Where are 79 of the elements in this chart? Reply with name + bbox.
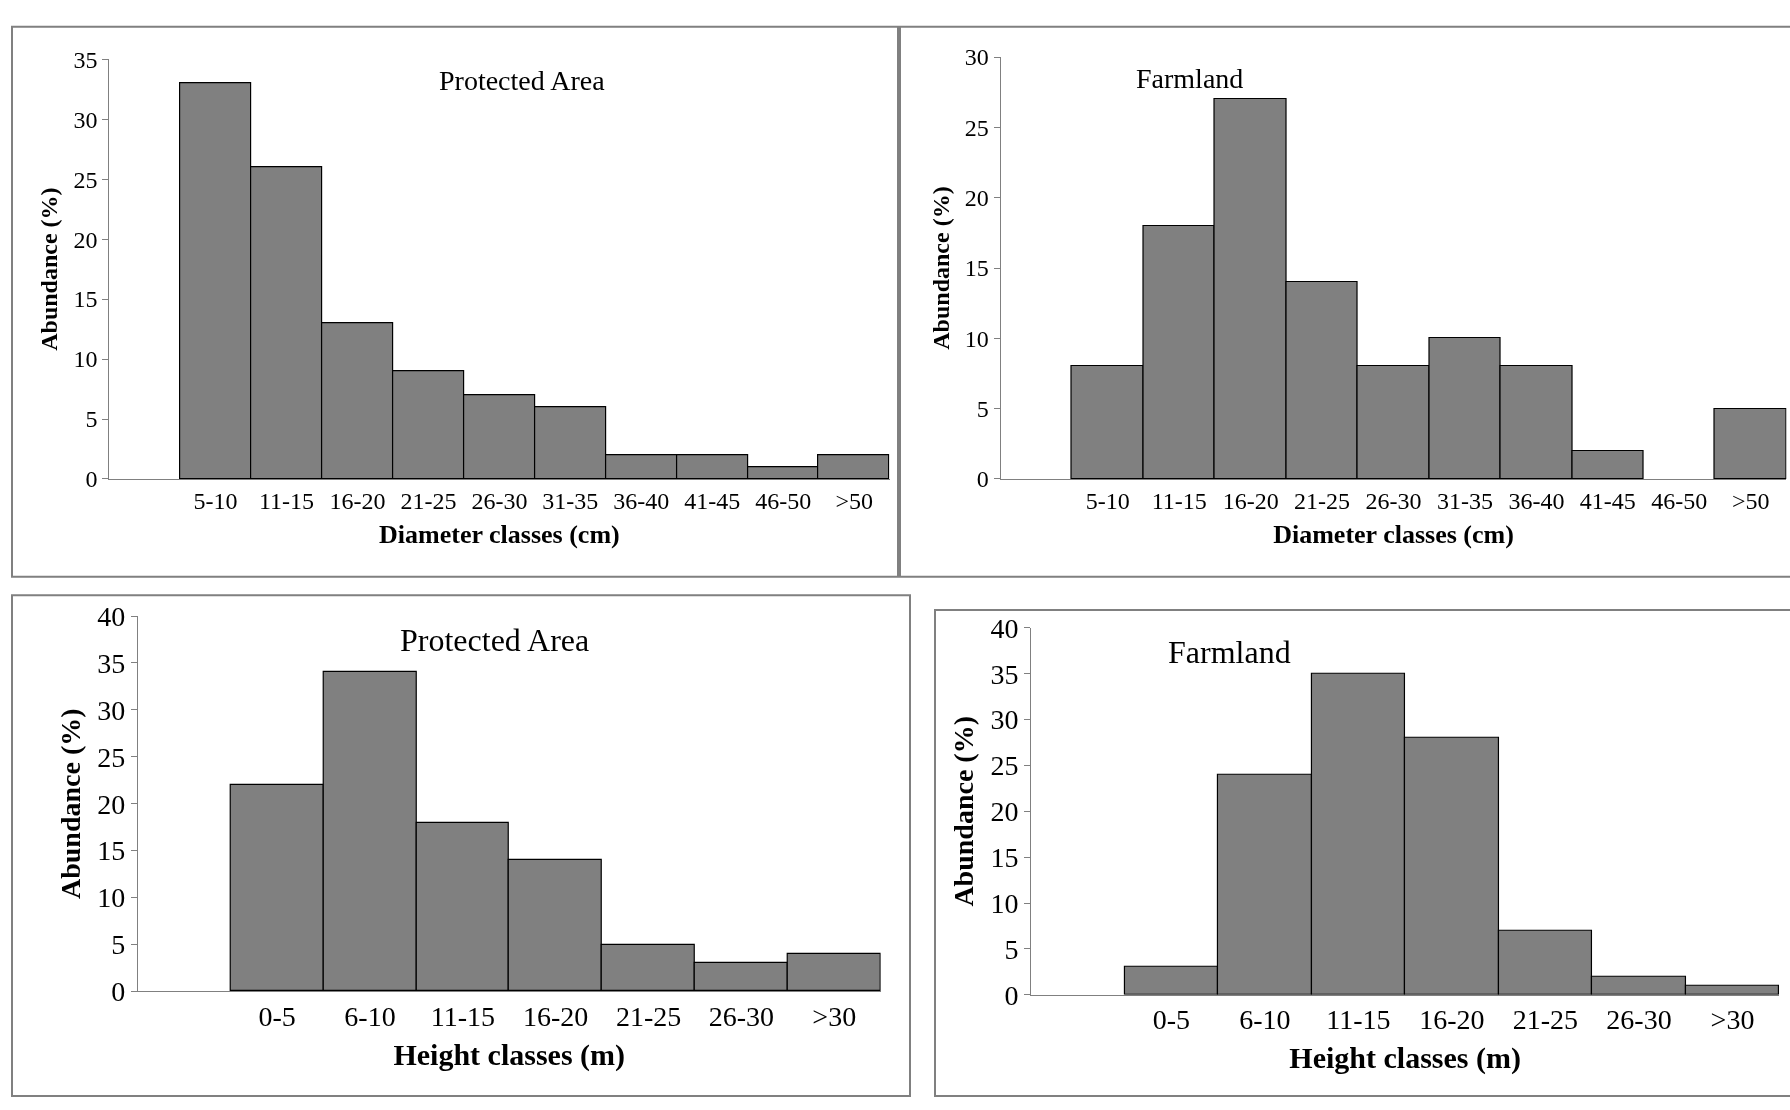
- chart-title: Farmland: [1136, 63, 1244, 94]
- y-tick-label: 35: [97, 647, 126, 679]
- y-axis-title: Abundance (%): [54, 708, 86, 900]
- y-axis-title: Abundance (%): [36, 187, 63, 351]
- y-tick-label: 5: [85, 406, 98, 433]
- x-tick-label: >30: [1710, 1004, 1755, 1036]
- x-tick-label: 21-25: [1512, 1004, 1579, 1036]
- x-tick-label: 41-45: [1579, 487, 1636, 514]
- y-tick-label: 35: [73, 46, 98, 73]
- y-tick-label: 5: [111, 929, 126, 961]
- y-tick-label: 0: [976, 466, 989, 493]
- y-tick-label: 30: [97, 694, 126, 726]
- x-tick-label: 11-15: [259, 487, 315, 514]
- y-axis-title: Abundance (%): [927, 186, 954, 350]
- x-tick-label: 36-40: [1508, 487, 1565, 514]
- x-tick-label: 6-10: [1239, 1004, 1291, 1036]
- x-axis-title: Diameter classes (cm): [1273, 520, 1514, 550]
- y-tick-label: 25: [990, 750, 1019, 782]
- y-tick-label: 10: [97, 882, 126, 914]
- y-tick-label: 30: [964, 44, 989, 71]
- x-tick-label: 46-50: [755, 487, 812, 514]
- x-tick-label: 16-20: [1419, 1004, 1485, 1036]
- y-tick-label: 10: [964, 325, 989, 352]
- x-axis-title: Height classes (m): [393, 1037, 626, 1072]
- y-tick-label: 30: [73, 106, 98, 133]
- y-tick-label: 30: [990, 704, 1019, 736]
- x-tick-label: 5-10: [1085, 487, 1130, 514]
- y-tick-label: 25: [97, 741, 126, 773]
- y-tick-label: 40: [97, 600, 126, 632]
- x-tick-label: >50: [1731, 487, 1770, 514]
- y-tick-label: 0: [85, 466, 98, 493]
- x-tick-label: 21-25: [400, 487, 457, 514]
- y-axis-title: Abundance (%): [948, 716, 980, 907]
- chart-title: Protected Area: [439, 65, 606, 96]
- x-tick-label: 46-50: [1651, 487, 1708, 514]
- y-tick-label: 20: [990, 796, 1019, 828]
- x-tick-label: 26-30: [471, 487, 528, 514]
- y-tick-label: 5: [1004, 933, 1019, 965]
- y-tick-label: 20: [964, 185, 989, 212]
- y-tick-label: 10: [73, 346, 98, 373]
- x-tick-label: 5-10: [193, 487, 238, 514]
- y-tick-label: 40: [990, 612, 1019, 644]
- y-tick-label: 10: [990, 887, 1019, 919]
- x-tick-label: 26-30: [708, 1001, 775, 1033]
- x-tick-label: 16-20: [329, 487, 386, 514]
- x-tick-label: 41-45: [684, 487, 741, 514]
- y-tick-label: 15: [73, 286, 98, 313]
- y-tick-label: 15: [964, 255, 989, 282]
- y-tick-label: 0: [1004, 979, 1019, 1011]
- y-tick-label: 20: [73, 226, 98, 253]
- x-tick-label: 11-15: [1151, 487, 1207, 514]
- x-tick-label: 31-35: [1436, 487, 1493, 514]
- y-tick-label: 20: [97, 788, 126, 820]
- chart-title: Farmland: [1168, 634, 1291, 670]
- x-tick-label: >30: [812, 1001, 857, 1033]
- y-tick-label: 35: [990, 658, 1019, 690]
- x-tick-label: 26-30: [1606, 1004, 1672, 1036]
- x-axis-title: Height classes (m): [1289, 1040, 1521, 1075]
- x-axis-title: Diameter classes (cm): [379, 520, 620, 550]
- x-tick-label: 0-5: [258, 1001, 296, 1033]
- y-tick-label: 0: [111, 976, 126, 1008]
- x-tick-label: 16-20: [523, 1001, 589, 1033]
- x-tick-label: 0-5: [1152, 1004, 1190, 1036]
- y-tick-label: 5: [976, 396, 989, 423]
- y-tick-label: 15: [97, 835, 126, 867]
- x-tick-label: 11-15: [1326, 1004, 1391, 1036]
- x-tick-label: 6-10: [344, 1001, 396, 1033]
- x-tick-label: 26-30: [1365, 487, 1422, 514]
- y-tick-label: 25: [73, 166, 98, 193]
- x-tick-label: 21-25: [1294, 487, 1351, 514]
- chart-title: Protected Area: [400, 622, 590, 658]
- y-tick-label: 25: [964, 114, 989, 141]
- x-tick-label: 36-40: [613, 487, 670, 514]
- x-tick-label: 11-15: [430, 1001, 495, 1033]
- y-tick-label: 15: [990, 841, 1019, 873]
- x-tick-label: 16-20: [1222, 487, 1279, 514]
- x-tick-label: 21-25: [615, 1001, 682, 1033]
- x-tick-label: 31-35: [542, 487, 599, 514]
- x-tick-label: >50: [835, 487, 873, 514]
